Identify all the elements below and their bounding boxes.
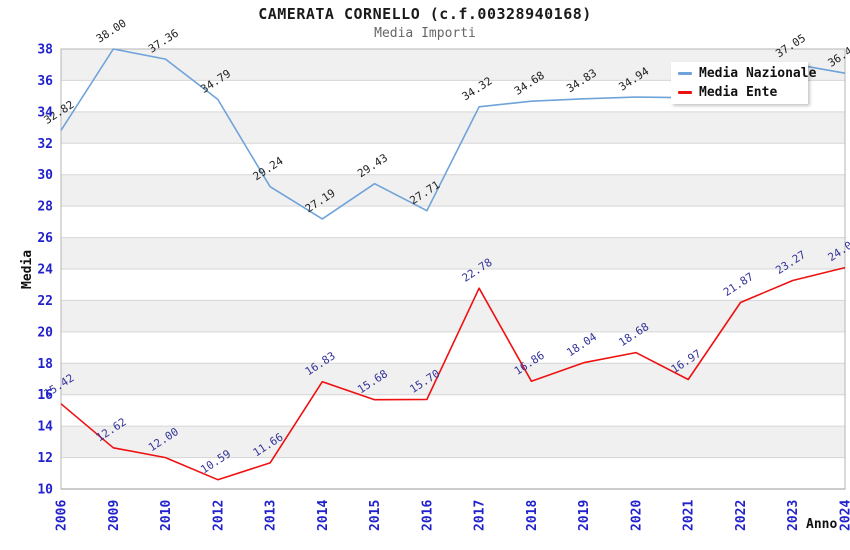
svg-text:12: 12 [37, 451, 53, 466]
red-line-swatch-icon [678, 91, 692, 94]
svg-text:2015: 2015 [368, 500, 383, 531]
svg-text:2020: 2020 [629, 500, 644, 531]
x-tick-labels: 2006 2009 2010 2012 2013 2014 2015 2016 2017 2018… [55, 500, 850, 531]
svg-text:38.00: 38.00 [94, 17, 129, 46]
svg-text:2013: 2013 [264, 500, 279, 531]
x-axis-title: Anno [806, 517, 837, 532]
svg-text:26: 26 [37, 231, 53, 246]
svg-text:21.87: 21.87 [721, 270, 756, 299]
legend-label-media-ente: Media Ente [699, 85, 778, 100]
svg-text:18: 18 [37, 357, 53, 372]
svg-text:2014: 2014 [316, 500, 331, 531]
svg-text:2023: 2023 [786, 500, 801, 531]
series-line-media-ente [60, 266, 846, 481]
svg-text:2010: 2010 [159, 500, 174, 531]
svg-text:2021: 2021 [682, 500, 697, 531]
svg-text:2006: 2006 [55, 500, 70, 531]
legend-label-media-nazionale: Media Nazionale [699, 66, 817, 81]
svg-text:30: 30 [37, 168, 53, 183]
svg-text:28: 28 [37, 200, 53, 215]
svg-text:10: 10 [37, 483, 53, 498]
svg-text:22: 22 [37, 294, 53, 309]
svg-text:2022: 2022 [734, 500, 749, 531]
blue-line-swatch-icon [678, 72, 692, 75]
legend-item-media-ente: Media Ente [678, 85, 808, 100]
svg-text:32: 32 [37, 137, 53, 152]
svg-text:2018: 2018 [525, 500, 540, 531]
svg-text:2009: 2009 [107, 500, 122, 531]
svg-text:2019: 2019 [577, 500, 592, 531]
svg-text:24: 24 [37, 263, 53, 278]
svg-text:2024: 2024 [839, 500, 850, 531]
chart-title: CAMERATA CORNELLO (c.f.00328940168) [258, 5, 592, 23]
legend: Media Nazionale Media Ente [671, 62, 816, 104]
y-tick-labels: 10 12 14 16 18 20 22 24 26 28 30 32 34 36 38 [37, 43, 53, 498]
svg-text:38: 38 [37, 43, 53, 58]
svg-text:2016: 2016 [420, 500, 435, 531]
svg-text:20: 20 [37, 325, 53, 340]
y-axis-title: Media [20, 250, 35, 289]
plot-bands [61, 49, 845, 458]
svg-text:16: 16 [37, 388, 53, 403]
svg-text:18.04: 18.04 [564, 330, 599, 359]
svg-text:34: 34 [37, 105, 53, 120]
svg-text:36: 36 [37, 74, 53, 89]
chart-subtitle: Media Importi [374, 26, 476, 41]
svg-text:14: 14 [37, 420, 53, 435]
legend-item-media-nazionale: Media Nazionale [678, 66, 816, 81]
svg-text:2017: 2017 [473, 500, 488, 531]
svg-text:2012: 2012 [211, 500, 226, 531]
